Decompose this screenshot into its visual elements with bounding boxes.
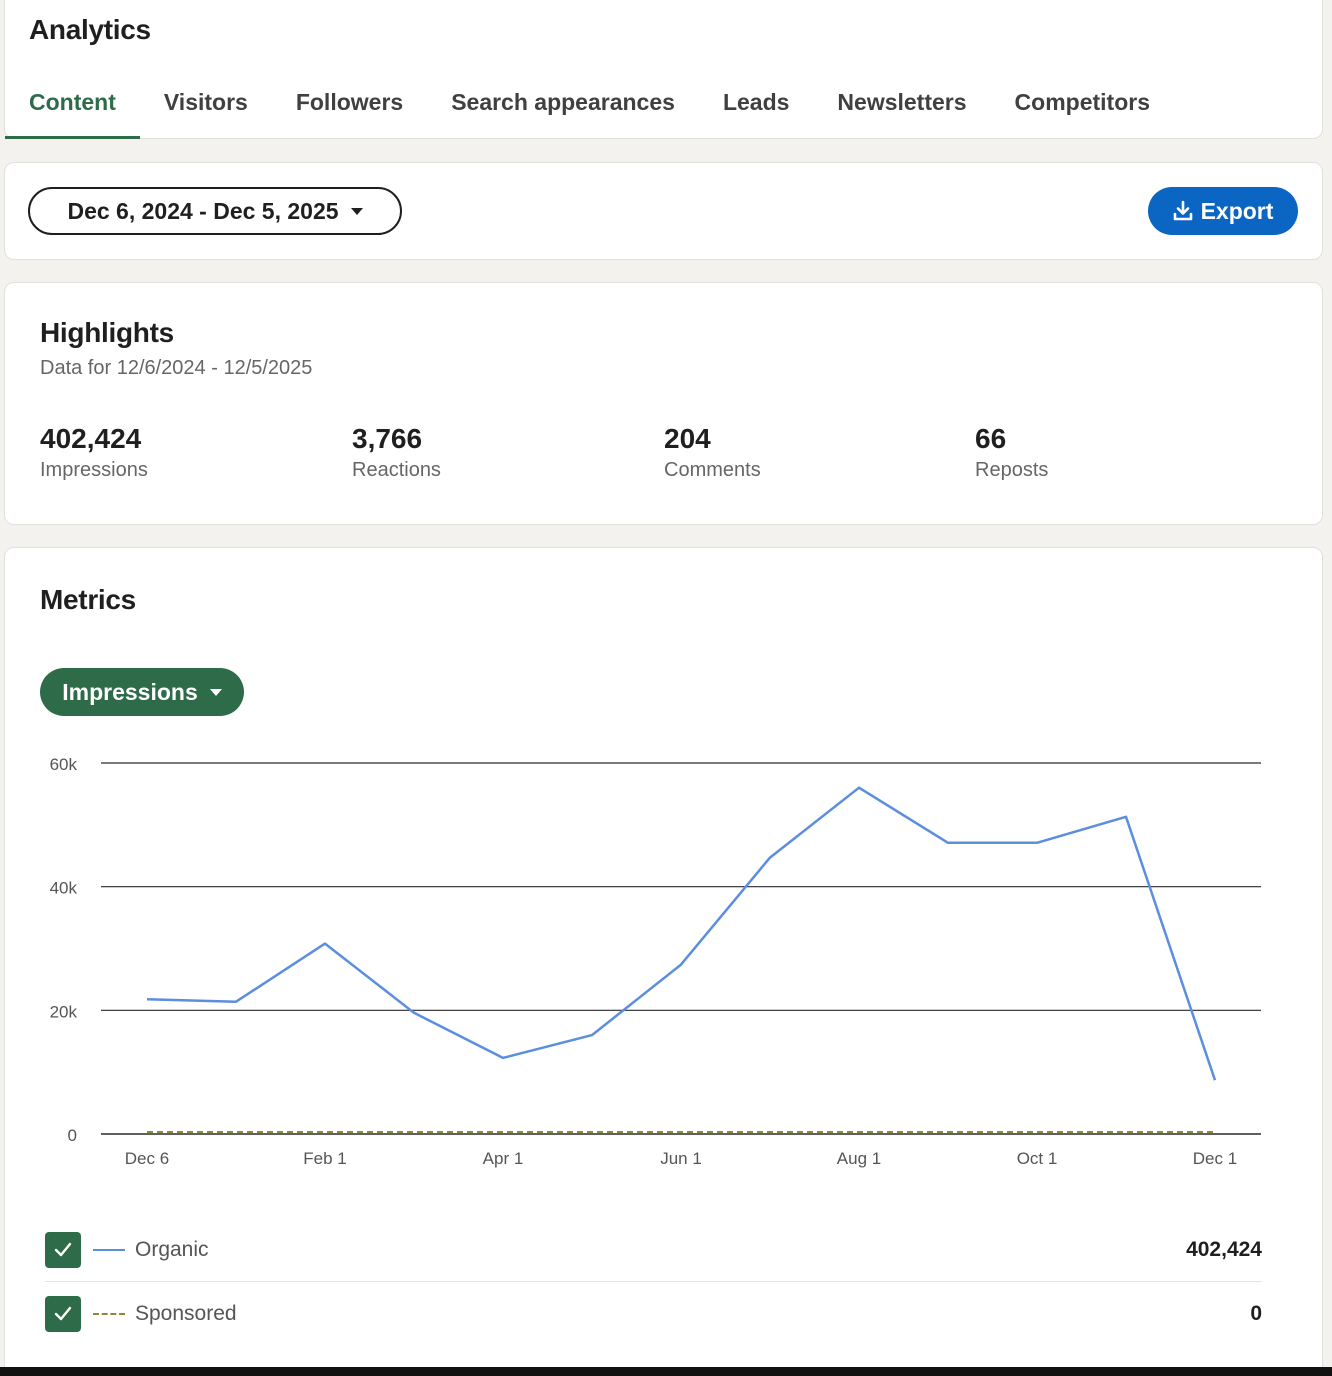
caret-down-icon: [350, 207, 363, 215]
x-tick-label: Aug 1: [837, 1149, 881, 1168]
stat-label: Reposts: [975, 459, 1049, 481]
highlights-subtitle: Data for 12/6/2024 - 12/5/2025: [40, 357, 313, 379]
y-tick-label: 0: [68, 1126, 77, 1145]
date-range-dropdown[interactable]: Dec 6, 2024 - Dec 5, 2025: [28, 187, 402, 235]
x-tick-label: Feb 1: [303, 1149, 346, 1168]
organic-line-swatch: [93, 1248, 125, 1251]
tab-visitors[interactable]: Visitors: [163, 89, 248, 115]
x-tick-label: Oct 1: [1017, 1149, 1058, 1168]
stat-label: Reactions: [352, 459, 441, 481]
date-range-label: Dec 6, 2024 - Dec 5, 2025: [67, 197, 339, 224]
stat-value: 402,424: [40, 423, 142, 454]
x-tick-label: Jun 1: [660, 1149, 702, 1168]
legend-label: Organic: [135, 1237, 209, 1261]
organic-checkbox[interactable]: [45, 1231, 81, 1268]
legend-label: Sponsored: [135, 1302, 237, 1325]
organic-series-line: [146, 786, 1217, 1081]
legend-total: 0: [1250, 1302, 1262, 1325]
stat-value: 204: [664, 423, 711, 454]
stat-comments: 204 Comments: [664, 423, 761, 482]
analytics-tabs: Content Visitors Followers Search appear…: [5, 71, 1174, 139]
toolbar: Dec 6, 2024 - Dec 5, 2025 Export: [4, 162, 1323, 260]
stat-reposts: 66 Reposts: [975, 423, 1048, 482]
tab-leads[interactable]: Leads: [722, 89, 790, 115]
tab-competitors[interactable]: Competitors: [1014, 89, 1150, 115]
window-bottom-edge: [0, 1367, 1332, 1376]
download-icon: [1173, 200, 1192, 221]
y-tick-label: 20k: [50, 1002, 78, 1021]
tab-newsletters[interactable]: Newsletters: [837, 89, 967, 115]
page-title: Analytics: [29, 14, 151, 45]
legend-row-sponsored: Sponsored 0: [45, 1282, 1262, 1346]
stat-impressions: 402,424 Impressions: [40, 423, 148, 482]
sponsored-checkbox[interactable]: [45, 1296, 81, 1332]
stat-reactions: 3,766 Reactions: [352, 423, 441, 482]
stat-label: Impressions: [40, 459, 148, 481]
y-tick-label: 40k: [50, 879, 78, 898]
metrics-card: Metrics Impressions 0 20k 40k 60k Dec 6 Feb 1…: [4, 547, 1323, 1376]
stat-value: 3,766: [352, 423, 423, 454]
check-icon: [54, 1306, 72, 1321]
tab-content[interactable]: Content: [5, 71, 140, 139]
highlights-card: Highlights Data for 12/6/2024 - 12/5/202…: [4, 282, 1323, 525]
x-tick-label: Dec 1: [1193, 1149, 1237, 1168]
check-icon: [54, 1242, 72, 1256]
highlights-title: Highlights: [40, 317, 174, 348]
y-tick-label: 60k: [50, 755, 78, 774]
metrics-title: Metrics: [40, 584, 136, 615]
analytics-header: Analytics Content Visitors Followers Sea…: [4, 0, 1323, 139]
legend-total: 402,424: [1186, 1237, 1262, 1261]
x-tick-label: Dec 6: [125, 1149, 169, 1168]
sponsored-line-swatch: [93, 1313, 125, 1315]
legend-row-organic: Organic 402,424: [45, 1218, 1262, 1282]
export-button[interactable]: Export: [1148, 187, 1298, 235]
x-tick-label: Apr 1: [483, 1149, 524, 1168]
stat-label: Comments: [664, 459, 761, 481]
metric-selector-label: Impressions: [62, 678, 198, 705]
tab-search-appearances[interactable]: Search appearances: [451, 89, 675, 115]
tab-followers[interactable]: Followers: [295, 89, 404, 115]
stat-value: 66: [975, 423, 1007, 454]
impressions-line-chart: 0 20k 40k 60k Dec 6 Feb 1 Apr 1 Jun 1 Aug 1 Oct 1…: [50, 755, 1261, 1168]
metric-selector-dropdown[interactable]: Impressions: [40, 668, 244, 716]
export-label: Export: [1200, 197, 1274, 224]
caret-down-icon: [209, 688, 222, 696]
